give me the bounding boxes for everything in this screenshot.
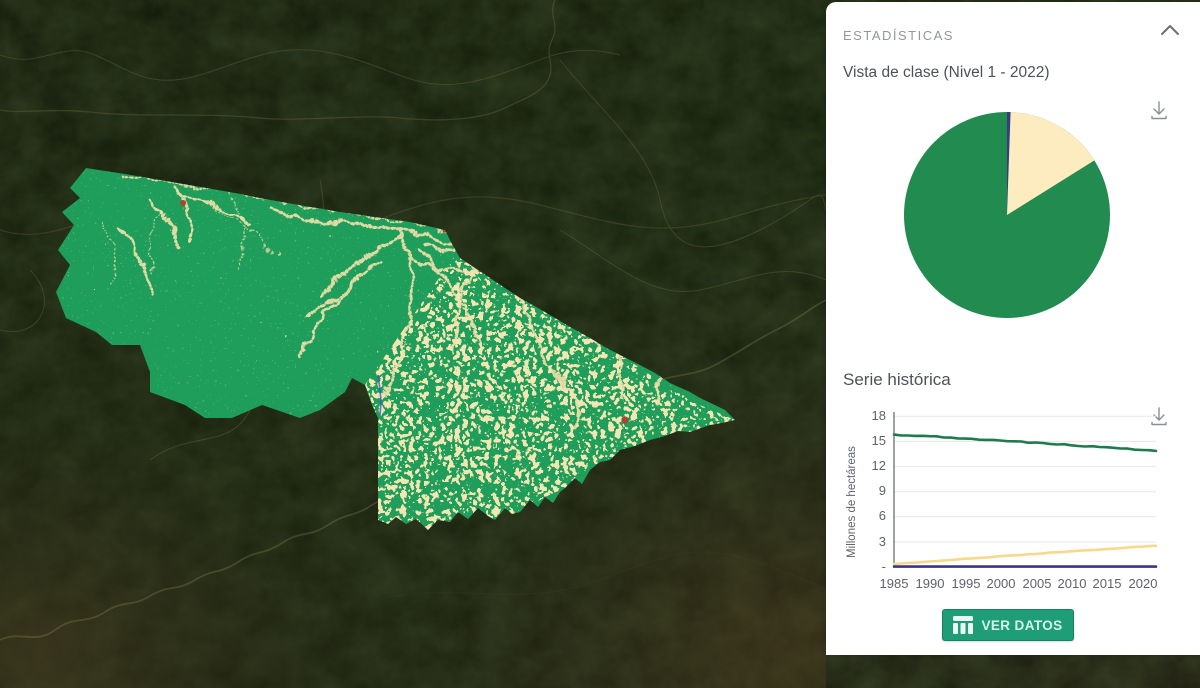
svg-text:18: 18 (872, 408, 886, 423)
svg-text:15: 15 (872, 433, 886, 448)
svg-text:2000: 2000 (987, 576, 1016, 591)
svg-text:3: 3 (879, 534, 886, 549)
svg-text:2015: 2015 (1093, 576, 1122, 591)
svg-text:9: 9 (879, 483, 886, 498)
svg-text:Millones de hectáreas: Millones de hectáreas (846, 446, 858, 558)
svg-text:1985: 1985 (880, 576, 909, 591)
svg-text:2020: 2020 (1129, 576, 1158, 591)
svg-text:2005: 2005 (1023, 576, 1052, 591)
svg-text:-: - (882, 559, 886, 574)
svg-text:2010: 2010 (1058, 576, 1087, 591)
svg-text:12: 12 (872, 458, 886, 473)
svg-text:6: 6 (879, 508, 886, 523)
svg-text:1995: 1995 (952, 576, 981, 591)
svg-text:1990: 1990 (916, 576, 945, 591)
